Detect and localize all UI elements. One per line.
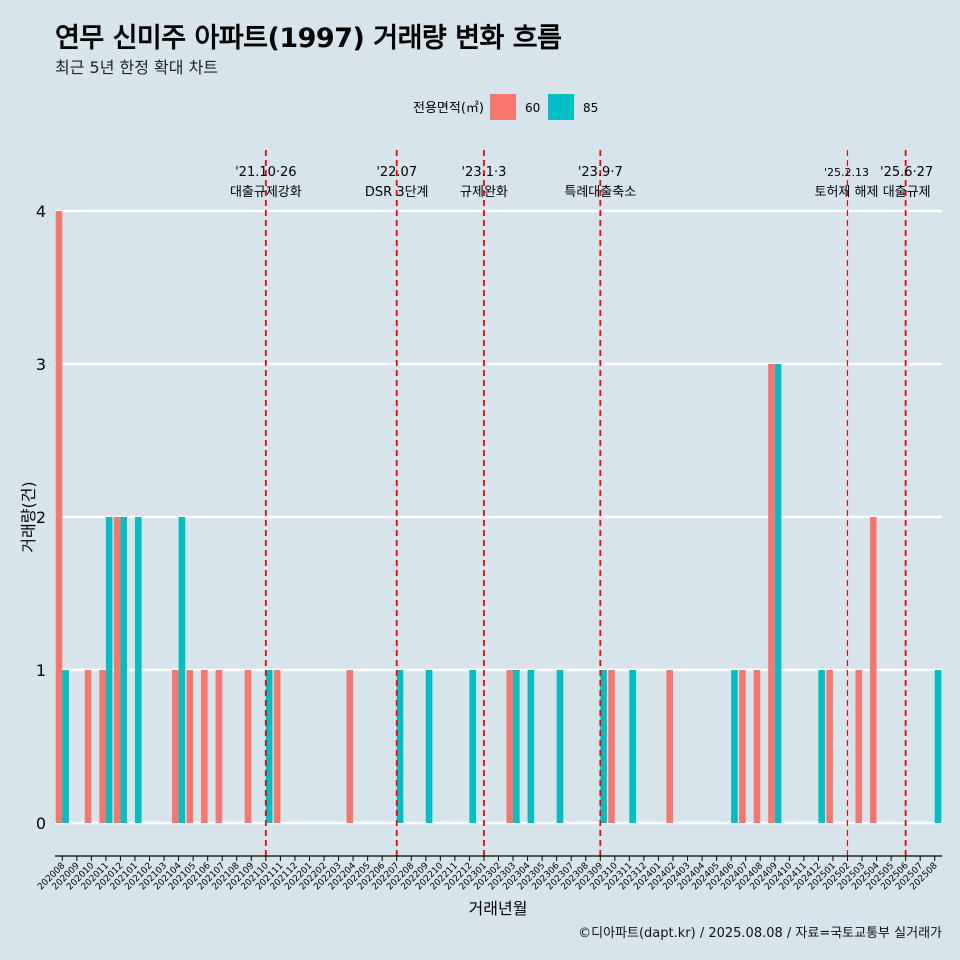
y-tick-label: 2 — [36, 508, 46, 527]
legend-label-60: 60 — [525, 101, 540, 115]
bar-85-202412 — [818, 670, 826, 823]
source-caption: ©디아파트(dapt.kr) / 2025.08.08 / 자료=국토교통부 실… — [578, 926, 942, 941]
bar-60-202402 — [666, 670, 673, 823]
bar-60-202407 — [739, 670, 746, 823]
y-tick-label: 3 — [36, 355, 46, 374]
bar-60-202107 — [215, 670, 223, 823]
event-label: DSR 3단계 — [365, 185, 429, 200]
bar-60-202011 — [99, 670, 106, 823]
event-date: '25.2.13 — [824, 166, 869, 179]
event-label: 대출규제 — [883, 185, 931, 200]
bar-60-202010 — [84, 670, 92, 823]
bar-85-202012 — [120, 517, 128, 823]
bar-60-202504 — [869, 517, 877, 823]
bar-60-202012 — [113, 517, 121, 823]
event-label: 특례대출축소 — [564, 185, 636, 200]
bar-60-202408 — [753, 670, 761, 823]
legend-key-60 — [490, 94, 516, 120]
bar-60-202204 — [346, 670, 354, 823]
bar-60-202303 — [506, 670, 514, 823]
event-label: 토허제 해제 — [815, 185, 879, 200]
y-axis-title: 거래량(건) — [19, 481, 38, 552]
bar-85-202101 — [134, 517, 142, 823]
event-date: '23.1·3 — [461, 165, 506, 180]
bar-85-202508 — [934, 670, 942, 823]
bar-60-202310 — [608, 670, 615, 823]
bar-60-202503 — [855, 670, 863, 823]
bar-85-202304 — [527, 670, 535, 823]
bar-60-202008 — [55, 211, 63, 823]
event-label: 규제완화 — [460, 185, 508, 200]
bar-60-202111 — [273, 670, 281, 823]
event-date: '23.9·7 — [578, 165, 623, 180]
chart-title: 연무 신미주 아파트(1997) 거래량 변화 흐름 — [55, 23, 562, 54]
bar-85-202406 — [731, 670, 738, 823]
bar-85-202110 — [265, 670, 273, 823]
event-date: '22.07 — [376, 165, 417, 180]
event-date: '21.10·26 — [235, 165, 296, 180]
legend-label-85: 85 — [583, 101, 598, 115]
bar-60-202409 — [768, 364, 775, 823]
bar-85-202309 — [600, 670, 607, 823]
y-tick-label: 1 — [36, 661, 46, 680]
bar-85-202311 — [629, 670, 636, 823]
chart-subtitle: 최근 5년 한정 확대 차트 — [55, 58, 219, 77]
bar-85-202104 — [178, 517, 186, 823]
bar-85-202409 — [774, 364, 782, 823]
bar-85-202207 — [396, 670, 404, 823]
bar-85-202011 — [105, 517, 113, 823]
legend: 전용면적(㎡) 60 85 — [413, 94, 598, 120]
bar-60-202105 — [186, 670, 194, 823]
bar-85-202212 — [469, 670, 477, 823]
y-tick-label: 4 — [36, 202, 46, 221]
bar-60-202106 — [201, 670, 208, 823]
x-axis-title: 거래년월 — [469, 899, 528, 918]
legend-title: 전용면적(㎡) — [413, 101, 484, 116]
bar-85-202306 — [556, 670, 564, 823]
bar-60-202109 — [244, 670, 252, 823]
y-tick-label: 0 — [36, 814, 46, 833]
event-label: 대출규제강화 — [230, 185, 302, 200]
bar-85-202008 — [62, 670, 69, 823]
legend-key-85 — [548, 94, 574, 120]
bar-85-202209 — [425, 670, 433, 823]
bar-85-202303 — [513, 670, 520, 823]
bar-60-202104 — [171, 670, 179, 823]
event-date: '25.6·27 — [880, 165, 933, 180]
bar-60-202501 — [826, 670, 833, 823]
